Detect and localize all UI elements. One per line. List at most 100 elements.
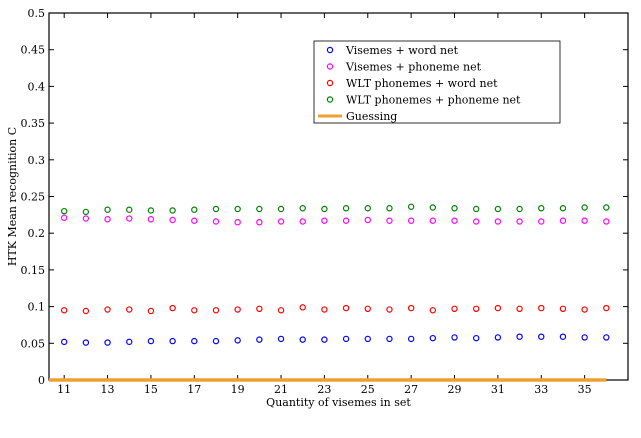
data-point [494,334,502,341]
data-point [559,217,567,224]
data-point [364,216,371,224]
data-point [82,215,90,222]
data-point [386,306,393,313]
legend-entry: WLT phonemes + word net [346,77,498,90]
y-tick-label: 0.05 [21,337,46,350]
data-point [603,304,610,312]
data-point [516,333,523,340]
data-point [147,216,155,223]
data-point [538,333,545,340]
data-point [60,207,68,215]
x-tick-label: 29 [448,383,462,396]
data-point [321,336,328,343]
legend-entry: Guessing [346,110,397,123]
data-point [451,334,458,341]
data-point [82,208,90,216]
data-point [494,205,502,213]
legend: Visemes + word net Visemes + phoneme net W… [313,40,561,124]
data-point [581,217,588,224]
data-point [191,307,198,314]
data-point [277,218,285,225]
data-point [581,334,588,341]
data-point [104,306,111,313]
x-tick-label: 23 [317,383,331,396]
data-point [212,205,220,213]
data-point [429,334,437,342]
data-point [473,305,480,313]
x-tick-label: 33 [534,383,548,396]
y-tick-label: 0.35 [21,117,46,130]
legend-box [313,40,561,124]
data-point [277,307,285,314]
series-0 [60,333,610,346]
x-tick-label: 15 [144,383,158,396]
data-point [516,205,523,213]
data-point [559,305,567,313]
data-point [364,205,371,212]
x-tick-label: 27 [404,383,418,396]
legend-swatch [326,63,334,70]
legend-entry: Visemes + phoneme net [345,61,482,74]
y-tick-label: 0.3 [28,154,46,167]
data-point [559,205,567,212]
series-layer [60,203,610,346]
data-point [191,217,198,224]
data-point [429,204,437,211]
data-point [603,334,610,341]
data-point [299,218,306,225]
data-point [538,205,545,212]
x-tick-label: 11 [57,383,71,396]
data-point [364,335,371,343]
data-point [516,305,523,313]
x-tick-label: 35 [578,383,592,396]
data-point [234,205,241,213]
data-point [126,306,133,313]
data-point [277,335,285,343]
data-point [451,205,458,212]
data-point [538,304,545,312]
data-point [321,306,328,313]
data-point [407,304,415,312]
data-point [603,204,610,211]
data-point [407,217,415,224]
legend-swatch [326,46,334,54]
data-point [364,305,371,313]
data-point [321,217,328,224]
data-point [451,305,458,313]
data-point [169,207,176,214]
data-point [169,216,176,224]
legend-entry: Visemes + word net [345,44,459,57]
x-tick-label: 25 [361,383,375,396]
legend-swatch [326,96,334,103]
data-point [212,337,220,345]
y-tick-label: 0.25 [21,191,46,204]
data-point [407,335,415,343]
data-point [60,214,68,221]
data-point [256,205,263,213]
x-tick-label: 21 [274,383,288,396]
x-tick-label: 17 [187,383,201,396]
data-point [104,206,111,213]
data-point [126,215,133,222]
x-axis: 11 13 15 17 19 21 23 25 27 29 31 33 35 [57,13,592,396]
data-point [516,218,523,225]
data-point [234,306,241,313]
x-tick-label: 13 [101,383,115,396]
data-point [321,205,328,213]
data-point [104,339,111,346]
data-point [473,334,480,342]
data-point [169,304,176,312]
data-point [212,307,220,314]
data-point [386,335,393,343]
data-point [147,307,155,315]
series-3 [60,203,610,216]
data-point [299,304,306,311]
data-point [386,217,393,224]
y-tick-label: 0.1 [28,301,46,314]
data-point [147,337,155,345]
x-tick-label: 31 [491,383,505,396]
data-point [342,205,350,212]
data-point [386,205,393,212]
data-point [82,339,90,346]
